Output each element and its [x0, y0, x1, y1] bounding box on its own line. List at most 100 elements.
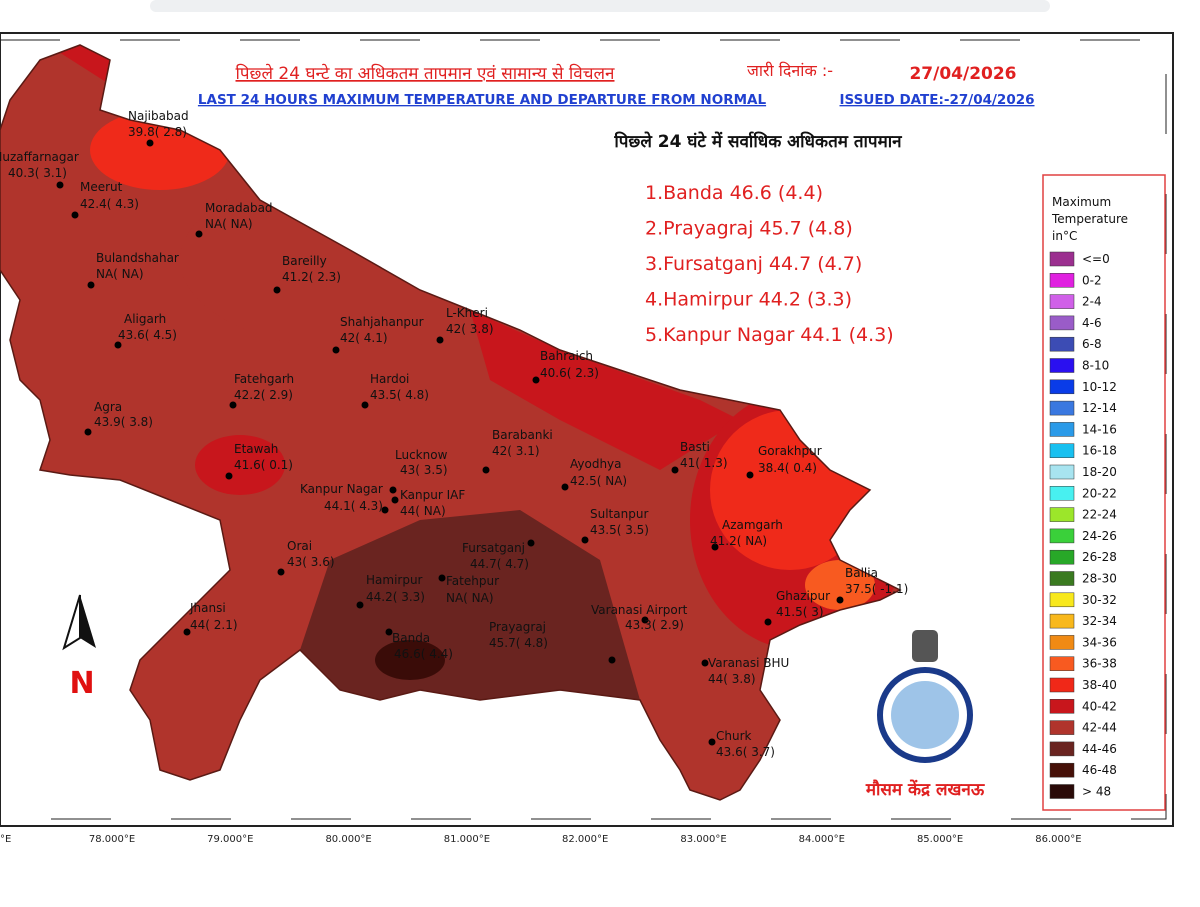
- station-dot: [273, 286, 281, 294]
- station-dot: [356, 601, 364, 609]
- legend-label: > 48: [1082, 785, 1111, 799]
- legend-label: 34-36: [1082, 635, 1117, 649]
- legend-label: 10-12: [1082, 380, 1117, 394]
- station-name: Ballia: [845, 566, 878, 580]
- legend-swatch: [1049, 464, 1075, 480]
- station-value: 44.7( 4.7): [470, 557, 529, 571]
- station-value: 41.5( 3): [776, 605, 824, 619]
- station-dot: [361, 401, 369, 409]
- station-dot: [225, 472, 233, 480]
- station-name: Fatehpur: [446, 574, 499, 588]
- legend-label: 18-20: [1082, 465, 1117, 479]
- legend-label: 4-6: [1082, 316, 1102, 330]
- station-name: Najibabad: [128, 109, 189, 123]
- station-value: 43.9( 3.8): [94, 415, 153, 429]
- station-name: Bahraich: [540, 349, 593, 363]
- legend-swatch: [1049, 699, 1075, 714]
- legend-swatch: [1049, 315, 1075, 331]
- longitude-label: °E: [0, 834, 11, 845]
- station-dot: [84, 428, 92, 436]
- imd-emblem: [877, 630, 973, 763]
- station-dot: [195, 230, 203, 238]
- station-value: 44.2( 3.3): [366, 590, 425, 604]
- station-value: 41.2( NA): [710, 534, 767, 548]
- station-value: 43( 3.6): [287, 555, 335, 569]
- legend-swatch: [1049, 443, 1075, 458]
- legend-swatch: [1049, 762, 1075, 778]
- legend-swatch: [1049, 294, 1075, 309]
- station-name: Meerut: [80, 180, 123, 194]
- station-dot: [764, 618, 772, 626]
- station-name: Lucknow: [395, 448, 448, 462]
- station-dot: [381, 506, 389, 514]
- legend-swatch: [1049, 251, 1075, 267]
- longitude-label: 80.000°E: [325, 834, 371, 845]
- station-name: Ghazipur: [776, 589, 830, 603]
- station-dot: [332, 346, 340, 354]
- legend-swatch: [1049, 273, 1075, 288]
- legend-label: 26-28: [1082, 550, 1117, 564]
- legend-label: 14-16: [1082, 422, 1117, 436]
- longitude-label: 86.000°E: [1035, 834, 1081, 845]
- station-dot: [701, 659, 709, 667]
- issued-english: ISSUED DATE:-27/04/2026: [840, 92, 1035, 108]
- station-dot: [385, 628, 393, 636]
- station-name: L-Kheri: [446, 306, 488, 320]
- legend-swatch: [1049, 358, 1075, 373]
- issued-label-hindi: जारी दिनांक :-: [747, 61, 833, 80]
- station-name: Kanpur Nagar: [300, 482, 383, 496]
- north-label: N: [69, 666, 94, 701]
- station-value: 43.5( 3.5): [590, 523, 649, 537]
- station-name: Kanpur IAF: [400, 488, 465, 502]
- legend-label: 6-8: [1082, 337, 1102, 351]
- legend-label: 2-4: [1082, 295, 1102, 309]
- station-dot: [183, 628, 191, 636]
- station-name: Ayodhya: [570, 457, 622, 471]
- station-name: Fursatganj: [462, 541, 525, 555]
- station-name: Hamirpur: [366, 573, 423, 587]
- legend-label: 36-38: [1082, 657, 1117, 671]
- legend-swatch: [1049, 379, 1075, 395]
- station-name: Varanasi BHU: [708, 656, 789, 670]
- legend-label: 46-48: [1082, 763, 1117, 777]
- station-dot: [229, 401, 237, 409]
- legend-swatch: [1049, 720, 1075, 735]
- station-dot: [746, 471, 754, 479]
- legend-swatch: [1049, 336, 1075, 352]
- station-name: Bareilly: [282, 254, 327, 268]
- station-value: 40.3( 3.1): [8, 166, 67, 180]
- top5-item: 1.Banda 46.6 (4.4): [645, 182, 823, 204]
- top5-item: 5.Kanpur Nagar 44.1 (4.3): [645, 324, 894, 346]
- legend-title: Temperature: [1051, 212, 1128, 226]
- station-value: 42( 3.8): [446, 322, 494, 336]
- station-name: Basti: [680, 440, 710, 454]
- station-value: 44( 3.8): [708, 672, 756, 686]
- station-name: Aligarh: [124, 312, 166, 326]
- station-name: Churk: [716, 729, 752, 743]
- station-dot: [71, 211, 79, 219]
- top5-item: 3.Fursatganj 44.7 (4.7): [645, 253, 862, 275]
- legend-label: 30-32: [1082, 593, 1117, 607]
- station-name: Hardoi: [370, 372, 409, 386]
- station-name: Muzaffarnagar: [0, 150, 79, 164]
- top5-title: पिछ्ले 24 घंटे में सर्वाधिक अधिकतम तापमा…: [613, 131, 902, 152]
- legend-swatch: [1049, 486, 1075, 501]
- station-dot: [708, 738, 716, 746]
- legend-swatch: [1049, 677, 1075, 693]
- station-dot: [532, 376, 540, 384]
- legend-title: in°C: [1052, 229, 1077, 243]
- legend-title: Maximum: [1052, 195, 1111, 209]
- station-value: 40.6( 2.3): [540, 366, 599, 380]
- station-value: 44( NA): [400, 504, 446, 518]
- legend-label: 12-14: [1082, 401, 1117, 415]
- station-dot: [438, 574, 446, 582]
- station-name: Prayagraj: [489, 620, 546, 634]
- station-name: Orai: [287, 539, 312, 553]
- station-value: 43.3( 2.9): [625, 618, 684, 632]
- station-dot: [114, 341, 122, 349]
- longitude-label: 78.000°E: [89, 834, 135, 845]
- legend-label: 22-24: [1082, 508, 1117, 522]
- station-value: 45.7( 4.8): [489, 636, 548, 650]
- station-value: 42.5( NA): [570, 474, 627, 488]
- station-dot: [87, 281, 95, 289]
